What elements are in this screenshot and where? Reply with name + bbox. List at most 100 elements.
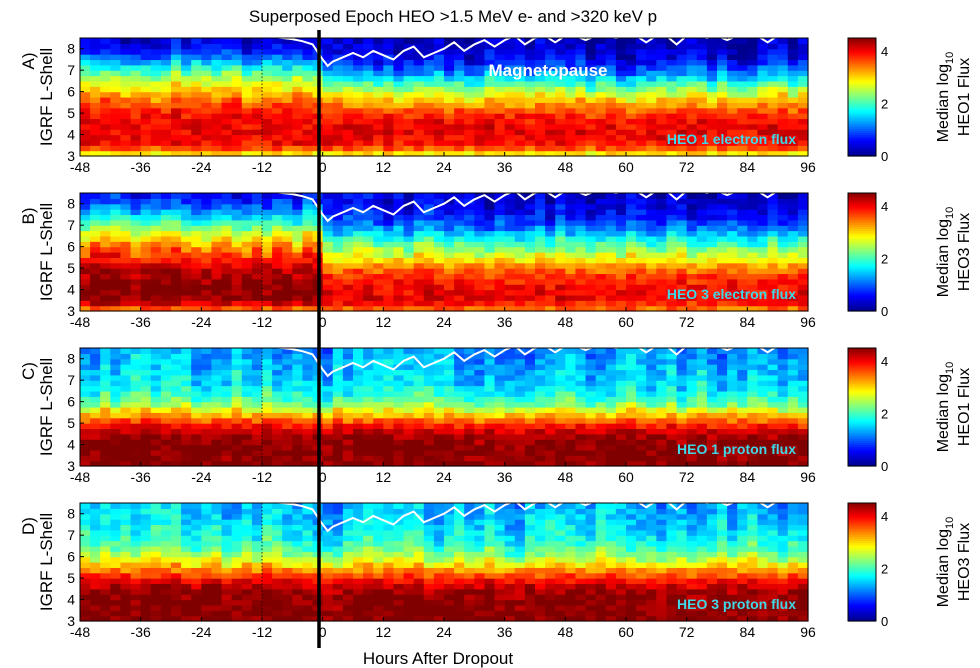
heatmap-cell xyxy=(555,348,566,354)
heatmap-cell xyxy=(777,38,789,44)
heatmap-cell xyxy=(353,38,364,44)
heatmap-cell xyxy=(433,123,445,130)
heatmap-cell xyxy=(292,102,304,109)
heatmap-cell xyxy=(201,235,213,242)
heatmap-cell xyxy=(595,107,607,114)
heatmap-cell xyxy=(231,412,243,419)
heatmap-cell xyxy=(797,273,809,280)
heatmap-cell xyxy=(575,225,587,232)
heatmap-cell xyxy=(272,374,283,381)
heatmap-cell xyxy=(797,193,809,199)
heatmap-cell xyxy=(747,423,759,430)
heatmap-cell xyxy=(504,289,516,296)
heatmap-cell xyxy=(666,268,678,275)
heatmap-cell xyxy=(363,417,374,424)
heatmap-cell xyxy=(393,230,405,237)
heatmap-cell xyxy=(130,48,142,55)
heatmap-cell xyxy=(342,145,354,152)
heatmap-cell xyxy=(322,118,334,125)
heatmap-cell xyxy=(727,380,738,387)
heatmap-cell xyxy=(504,241,516,248)
heatmap-cell xyxy=(383,396,395,403)
heatmap-cell xyxy=(413,401,425,408)
heatmap-cell xyxy=(332,289,344,296)
heatmap-cell xyxy=(241,433,253,440)
heatmap-cell xyxy=(413,43,425,50)
heatmap-cell xyxy=(160,230,172,237)
heatmap-cell xyxy=(615,91,627,98)
heatmap-cell xyxy=(605,118,617,125)
heatmap-cell xyxy=(575,369,587,376)
heatmap-cell xyxy=(302,396,314,403)
heatmap-cell xyxy=(676,412,688,419)
heatmap-cell xyxy=(474,209,486,216)
heatmap-cell xyxy=(464,219,475,226)
heatmap-cell xyxy=(322,43,334,50)
heatmap-cell xyxy=(140,91,152,98)
heatmap-cell xyxy=(514,278,526,285)
heatmap-cell xyxy=(262,407,273,413)
heatmap-cell xyxy=(80,38,91,44)
heatmap-cell xyxy=(231,97,243,103)
heatmap-cell xyxy=(737,48,748,55)
heatmap-cell xyxy=(545,54,556,61)
heatmap-cell xyxy=(454,439,465,446)
heatmap-cell xyxy=(747,364,759,371)
heatmap-cell xyxy=(251,294,263,301)
heatmap-cell xyxy=(90,252,101,258)
heatmap-cell xyxy=(595,118,607,125)
heatmap-cell xyxy=(110,444,122,451)
heatmap-cell xyxy=(292,305,304,312)
heatmap-cell xyxy=(686,407,698,413)
heatmap-cell xyxy=(110,284,122,291)
heatmap-cell xyxy=(484,118,496,125)
heatmap-cell xyxy=(696,439,708,446)
heatmap-cell xyxy=(706,43,718,50)
heatmap-cell xyxy=(797,369,809,376)
heatmap-cell xyxy=(140,145,152,152)
heatmap-cell xyxy=(747,300,759,307)
heatmap-cell xyxy=(595,390,607,397)
heatmap-cell xyxy=(615,118,627,125)
heatmap-cell xyxy=(787,433,799,440)
heatmap-cell xyxy=(474,273,486,280)
heatmap-cell xyxy=(272,230,283,237)
heatmap-cell xyxy=(666,396,678,403)
colorbar-segment xyxy=(848,204,876,208)
heatmap-cell xyxy=(464,407,475,413)
colorbar-segment xyxy=(848,234,876,237)
heatmap-cell xyxy=(494,203,506,210)
heatmap-cell xyxy=(130,86,142,93)
heatmap-cell xyxy=(646,198,657,205)
heatmap-cell xyxy=(90,118,101,125)
heatmap-cell xyxy=(201,134,213,141)
heatmap-cell xyxy=(413,273,425,280)
heatmap-cell xyxy=(140,348,152,354)
heatmap-cell xyxy=(656,241,668,248)
heatmap-cell xyxy=(787,257,799,264)
heatmap-cell xyxy=(211,374,223,381)
heatmap-cell xyxy=(150,284,162,291)
colorbar: 024 xyxy=(847,37,888,164)
heatmap-cell xyxy=(767,97,779,103)
heatmap-cell xyxy=(494,273,506,280)
colorbar-segment xyxy=(848,152,876,155)
heatmap-cell xyxy=(474,241,486,248)
heatmap-cell xyxy=(626,262,637,269)
heatmap-cell xyxy=(504,455,516,462)
heatmap-cell xyxy=(181,38,192,44)
heatmap-cell xyxy=(706,401,718,408)
heatmap-cell xyxy=(120,193,132,199)
heatmap-cell xyxy=(393,241,405,248)
heatmap-cell xyxy=(272,380,283,387)
heatmap-cell xyxy=(373,150,384,157)
heatmap-cell xyxy=(737,460,748,467)
heatmap-cell xyxy=(494,294,506,301)
heatmap-cell xyxy=(646,209,657,216)
heatmap-cell xyxy=(484,214,496,221)
heatmap-cell xyxy=(636,257,647,264)
heatmap-cell xyxy=(494,70,506,77)
heatmap-cell xyxy=(292,214,304,221)
heatmap-cell xyxy=(474,107,486,114)
heatmap-cell xyxy=(251,91,263,98)
